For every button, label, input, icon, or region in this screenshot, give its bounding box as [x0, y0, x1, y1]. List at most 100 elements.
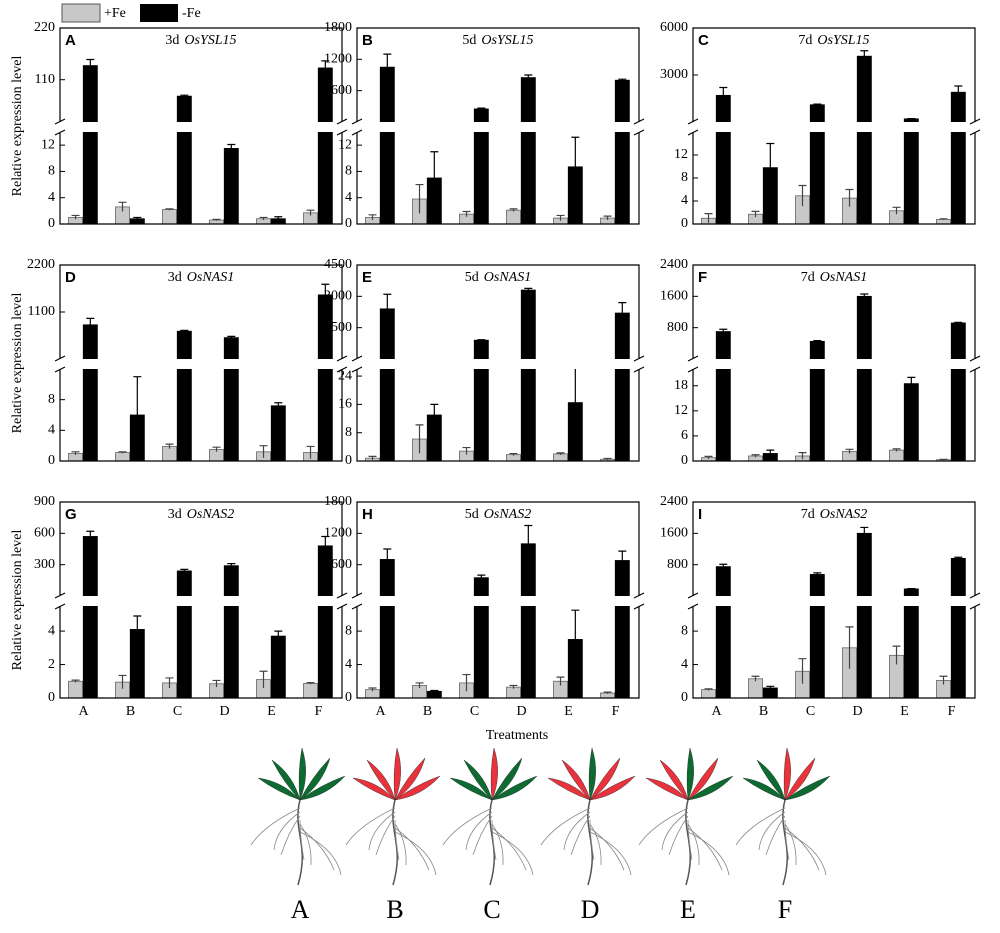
break-mark: [969, 592, 981, 610]
bar-upper-part: [176, 570, 192, 597]
break-mark: [687, 355, 699, 373]
y-tick-label: 0: [681, 453, 688, 468]
y-tick-label: 900: [34, 494, 55, 509]
x-tick-label: F: [315, 704, 323, 719]
bar-lower-part: [520, 368, 536, 462]
error-bar: [180, 568, 189, 573]
plant-root: [784, 819, 790, 861]
panel-frame: [356, 501, 640, 699]
plant-leaf: [784, 757, 816, 801]
y-tick-label: 12: [674, 403, 688, 418]
y-tick-label: 4: [48, 423, 55, 438]
y-tick-label: 8: [345, 425, 352, 440]
bar-lower-part: [82, 605, 98, 699]
bar-lower-part: [473, 368, 489, 462]
axis-break-gap: [54, 596, 348, 606]
panel-label: B: [362, 32, 373, 49]
panel-title: 5d OsNAS1: [465, 270, 531, 285]
bar-lower-part: [856, 131, 872, 225]
panel-title: 7d OsNAS2: [801, 507, 867, 522]
x-tick-label: F: [612, 704, 620, 719]
bar: [506, 209, 521, 225]
panel-gene: OsYSL15: [481, 33, 533, 48]
panel-title: 7d OsNAS1: [801, 270, 867, 285]
error-bar: [430, 403, 439, 426]
y-tick-label: 1800: [324, 20, 352, 35]
plant-root: [661, 811, 689, 851]
error-bar: [383, 293, 392, 324]
plant-root: [758, 811, 786, 851]
error-bar: [860, 50, 869, 62]
y-tick-label: 1500: [324, 320, 352, 335]
plant-root: [394, 819, 400, 861]
y-tick-label: 6: [681, 428, 688, 443]
axis-break-gap: [351, 596, 645, 606]
axis-break-gap: [54, 122, 348, 132]
panel-day: 5d: [465, 270, 479, 285]
bar-upper-part: [950, 558, 966, 597]
plant-label: C: [483, 895, 500, 924]
error-bar: [430, 689, 439, 693]
break-mark: [969, 118, 981, 136]
error-bar: [462, 673, 471, 692]
break-mark: [633, 355, 645, 373]
error-bar: [751, 210, 760, 218]
y-tick-label: 4: [48, 190, 55, 205]
error-bar: [259, 445, 268, 458]
plant-leaf: [687, 775, 734, 801]
panel-gene: OsNAS1: [187, 270, 234, 285]
panel-gene: OsNAS1: [820, 270, 867, 285]
plant-leaf: [589, 775, 636, 801]
plant-root: [299, 823, 312, 866]
plant-leaf: [491, 757, 523, 801]
error-bar: [306, 209, 315, 216]
x-tick-label: C: [806, 704, 815, 719]
bar-lower-part: [715, 605, 731, 699]
plant-root: [472, 815, 493, 856]
error-bar: [274, 402, 283, 409]
bar-upper-part: [614, 79, 630, 123]
plant-leaf: [686, 747, 694, 801]
bar: [701, 689, 716, 699]
plant-root: [442, 807, 493, 846]
y-tick-label: 1100: [28, 304, 55, 319]
panel-frame: [356, 264, 640, 462]
y-tick-label: 300: [34, 557, 55, 572]
error-bar: [86, 530, 95, 542]
plant-root: [250, 807, 301, 846]
plant-leaf: [271, 759, 301, 801]
error-bar: [71, 451, 80, 455]
y-tick-label: 4: [345, 657, 352, 672]
panel-label: E: [362, 269, 372, 286]
x-tick-label: E: [267, 704, 276, 719]
error-bar: [259, 670, 268, 688]
plant-root: [491, 819, 497, 861]
panel-title: 7d OsYSL15: [798, 33, 869, 48]
plant-root: [687, 819, 693, 861]
error-bar: [751, 454, 760, 458]
bar-lower-part: [223, 368, 239, 462]
legend-label: -Fe: [182, 6, 201, 21]
bar-lower-part: [950, 605, 966, 699]
plant-leaf: [257, 777, 301, 801]
y-tick-label: 0: [681, 690, 688, 705]
bar-lower-part: [809, 605, 825, 699]
plant-root: [280, 815, 301, 856]
y-tick-label: 600: [331, 83, 352, 98]
error-bar: [212, 679, 221, 688]
plant-root: [465, 811, 493, 851]
y-tick-label: 800: [667, 557, 688, 572]
y-tick-label: 1200: [324, 526, 352, 541]
error-bar: [509, 208, 518, 212]
error-bar: [524, 524, 533, 563]
y-tick-label: 2200: [27, 257, 55, 272]
x-tick-label: C: [470, 704, 479, 719]
bar-upper-part: [903, 588, 919, 597]
bar-upper-part: [950, 322, 966, 360]
error-bar: [556, 676, 565, 686]
plant-label: F: [778, 895, 792, 924]
plant-root: [784, 827, 820, 871]
bar-upper-part: [715, 566, 731, 597]
break-mark: [54, 355, 66, 373]
